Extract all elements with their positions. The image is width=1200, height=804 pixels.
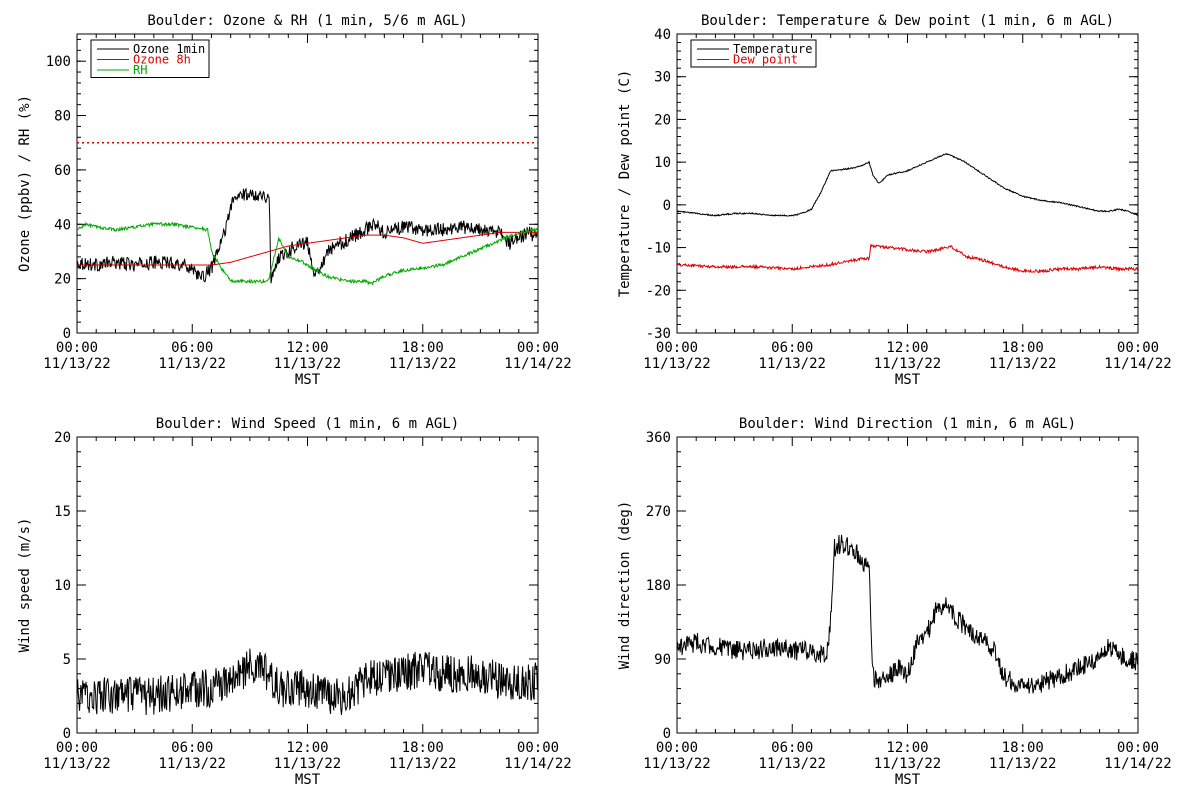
y-tick-label: 0 xyxy=(663,726,671,742)
y-tick-label: 0 xyxy=(63,726,71,742)
y-tick-label: 20 xyxy=(54,430,71,446)
x-tick-time-label: 00:00 xyxy=(517,340,559,356)
x-tick-date-label: 11/13/22 xyxy=(989,756,1056,772)
y-tick-label: 15 xyxy=(54,504,71,520)
legend-label: Ozone 1min xyxy=(133,42,205,56)
x-tick-time-label: 12:00 xyxy=(286,740,328,756)
x-tick-date-label: 11/13/22 xyxy=(759,356,826,372)
y-tick-label: 30 xyxy=(654,70,671,86)
x-tick-date-label: 11/13/22 xyxy=(643,756,710,772)
x-tick-date-label: 11/13/22 xyxy=(274,756,341,772)
x-tick-time-label: 12:00 xyxy=(286,340,328,356)
x-axis-label: MST xyxy=(895,372,921,388)
x-tick-time-label: 00:00 xyxy=(1117,740,1159,756)
legend-box xyxy=(690,39,817,68)
chart-panel-4: Boulder: Wind Direction (1 min, 6 m AGL)… xyxy=(617,416,1172,788)
y-tick-label: 0 xyxy=(63,326,71,342)
y-tick-label: 5 xyxy=(63,652,71,668)
y-tick-label: 360 xyxy=(646,430,671,446)
x-tick-date-label: 11/13/22 xyxy=(159,356,226,372)
y-tick-label: 80 xyxy=(54,109,71,125)
y-axis-label: Wind direction (deg) xyxy=(617,501,633,670)
legend-label: Temperature xyxy=(733,42,812,56)
chart-panel-1: Boulder: Ozone & RH (1 min, 5/6 m AGL) 0 2… xyxy=(17,13,572,388)
x-tick-time-label: 18:00 xyxy=(402,740,444,756)
x-tick-time-label: 00:00 xyxy=(56,340,98,356)
y-tick-label: 10 xyxy=(54,578,71,594)
x-tick-date-label: 11/13/22 xyxy=(389,356,456,372)
y-tick-label: 180 xyxy=(646,578,671,594)
x-tick-date-label: 11/13/22 xyxy=(274,356,341,372)
y-tick-label: 90 xyxy=(654,652,671,668)
x-axis-label: MST xyxy=(895,772,921,788)
x-tick-date-label: 11/13/22 xyxy=(759,756,826,772)
y-axis-label: Ozone (ppbv) / RH (%) xyxy=(17,95,33,272)
chart-title: Boulder: Temperature & Dew point (1 min,… xyxy=(701,13,1114,29)
chart-panel-3: Boulder: Wind Speed (1 min, 6 m AGL) 0 5 10… xyxy=(17,416,572,788)
y-axis-label: Temperature / Dew point (C) xyxy=(617,70,633,298)
x-tick-date-label: 11/14/22 xyxy=(1104,356,1171,372)
x-tick-date-label: 11/13/22 xyxy=(874,756,941,772)
y-tick-label: -10 xyxy=(646,241,671,257)
y-axis-label: Wind speed (m/s) xyxy=(17,518,33,653)
x-tick-date-label: 11/13/22 xyxy=(389,756,456,772)
y-tick-label: 270 xyxy=(646,504,671,520)
plot-frame xyxy=(676,33,1139,334)
x-tick-time-label: 00:00 xyxy=(517,740,559,756)
series-line-ozone-8h xyxy=(77,231,538,266)
y-tick-label: -20 xyxy=(646,283,671,299)
x-tick-time-label: 00:00 xyxy=(656,340,698,356)
y-tick-label: 0 xyxy=(663,198,671,214)
x-tick-time-label: 00:00 xyxy=(1117,340,1159,356)
x-tick-time-label: 18:00 xyxy=(402,340,444,356)
x-tick-time-label: 00:00 xyxy=(56,740,98,756)
x-tick-date-label: 11/13/22 xyxy=(643,356,710,372)
plot-frame xyxy=(76,33,539,334)
x-tick-date-label: 11/13/22 xyxy=(989,356,1056,372)
chart-title: Boulder: Wind Direction (1 min, 6 m AGL) xyxy=(739,416,1076,432)
x-tick-time-label: 06:00 xyxy=(171,740,213,756)
y-tick-label: 20 xyxy=(654,112,671,128)
x-tick-date-label: 11/14/22 xyxy=(504,356,571,372)
legend-label: Dew point xyxy=(733,53,798,67)
x-tick-time-label: 00:00 xyxy=(656,740,698,756)
series-line-rh xyxy=(77,221,538,287)
legend-box xyxy=(90,39,210,78)
x-tick-date-label: 11/13/22 xyxy=(43,756,110,772)
x-tick-time-label: 06:00 xyxy=(771,340,813,356)
x-tick-date-label: 11/14/22 xyxy=(504,756,571,772)
chart-panel-2: Boulder: Temperature & Dew point (1 min,… xyxy=(617,13,1172,388)
x-tick-date-label: 11/13/22 xyxy=(43,356,110,372)
chart-title: Boulder: Wind Speed (1 min, 6 m AGL) xyxy=(156,416,459,432)
series-line-dew-point xyxy=(677,244,1138,274)
x-tick-time-label: 12:00 xyxy=(886,740,928,756)
x-axis-label: MST xyxy=(295,372,321,388)
series-line xyxy=(77,648,538,716)
y-tick-label: 40 xyxy=(54,217,71,233)
legend-label: RH xyxy=(133,63,147,77)
x-tick-date-label: 11/13/22 xyxy=(874,356,941,372)
y-tick-label: 100 xyxy=(46,54,71,70)
series-line-temperature xyxy=(677,152,1138,217)
x-tick-time-label: 18:00 xyxy=(1002,740,1044,756)
x-tick-time-label: 18:00 xyxy=(1002,340,1044,356)
y-tick-label: 10 xyxy=(654,155,671,171)
x-tick-time-label: 06:00 xyxy=(171,340,213,356)
series-line-ozone-1min xyxy=(77,188,538,284)
legend-label: Ozone 8h xyxy=(133,53,191,67)
x-tick-date-label: 11/14/22 xyxy=(1104,756,1171,772)
y-tick-label: 20 xyxy=(54,272,71,288)
x-tick-date-label: 11/13/22 xyxy=(159,756,226,772)
y-tick-label: 40 xyxy=(654,27,671,43)
y-tick-label: 60 xyxy=(54,163,71,179)
x-tick-time-label: 06:00 xyxy=(771,740,813,756)
series-line xyxy=(677,534,1138,694)
chart-title: Boulder: Ozone & RH (1 min, 5/6 m AGL) xyxy=(147,13,467,29)
x-tick-time-label: 12:00 xyxy=(886,340,928,356)
y-tick-label: -30 xyxy=(646,326,671,342)
x-axis-label: MST xyxy=(295,772,321,788)
plot-frame xyxy=(676,436,1139,734)
